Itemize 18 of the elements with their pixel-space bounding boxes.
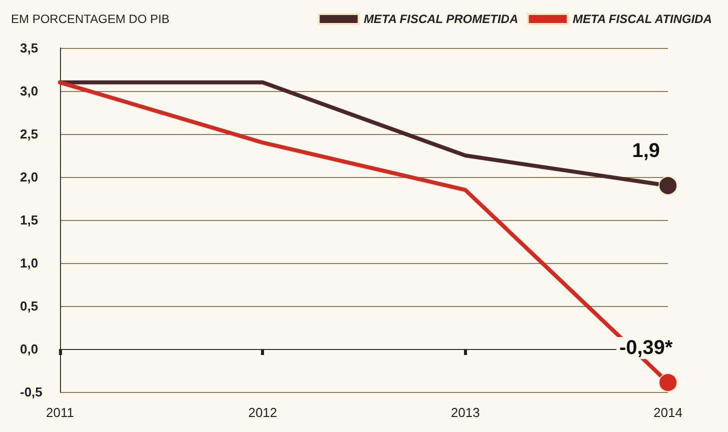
y-tick-label: 3,0 <box>20 84 38 98</box>
x-tick-label: 2014 <box>654 405 682 420</box>
y-tick-label: 2,0 <box>20 170 38 184</box>
y-tick-label: 1,0 <box>20 256 38 270</box>
y-tick-label: 1,5 <box>20 212 38 228</box>
x-tick-label: 2012 <box>248 405 278 420</box>
y-tick-label: 0,0 <box>20 342 38 356</box>
data-label: -0,39* <box>619 337 673 360</box>
x-tick-label: 2013 <box>450 405 480 420</box>
y-tick-label: 2,5 <box>20 126 38 142</box>
legend-label: META FISCAL PROMETIDA <box>364 12 518 26</box>
y-tick-label: -0,5 <box>20 384 42 400</box>
legend-label: META FISCAL ATINGIDA <box>572 12 712 26</box>
data-label: 1,9 <box>632 140 660 162</box>
y-tick-label: 0,5 <box>20 298 38 314</box>
x-tick-label: 2011 <box>46 405 74 420</box>
chart-title: EM PORCENTAGEM DO PIB <box>11 12 170 26</box>
y-tick-label: 3,5 <box>20 40 38 56</box>
